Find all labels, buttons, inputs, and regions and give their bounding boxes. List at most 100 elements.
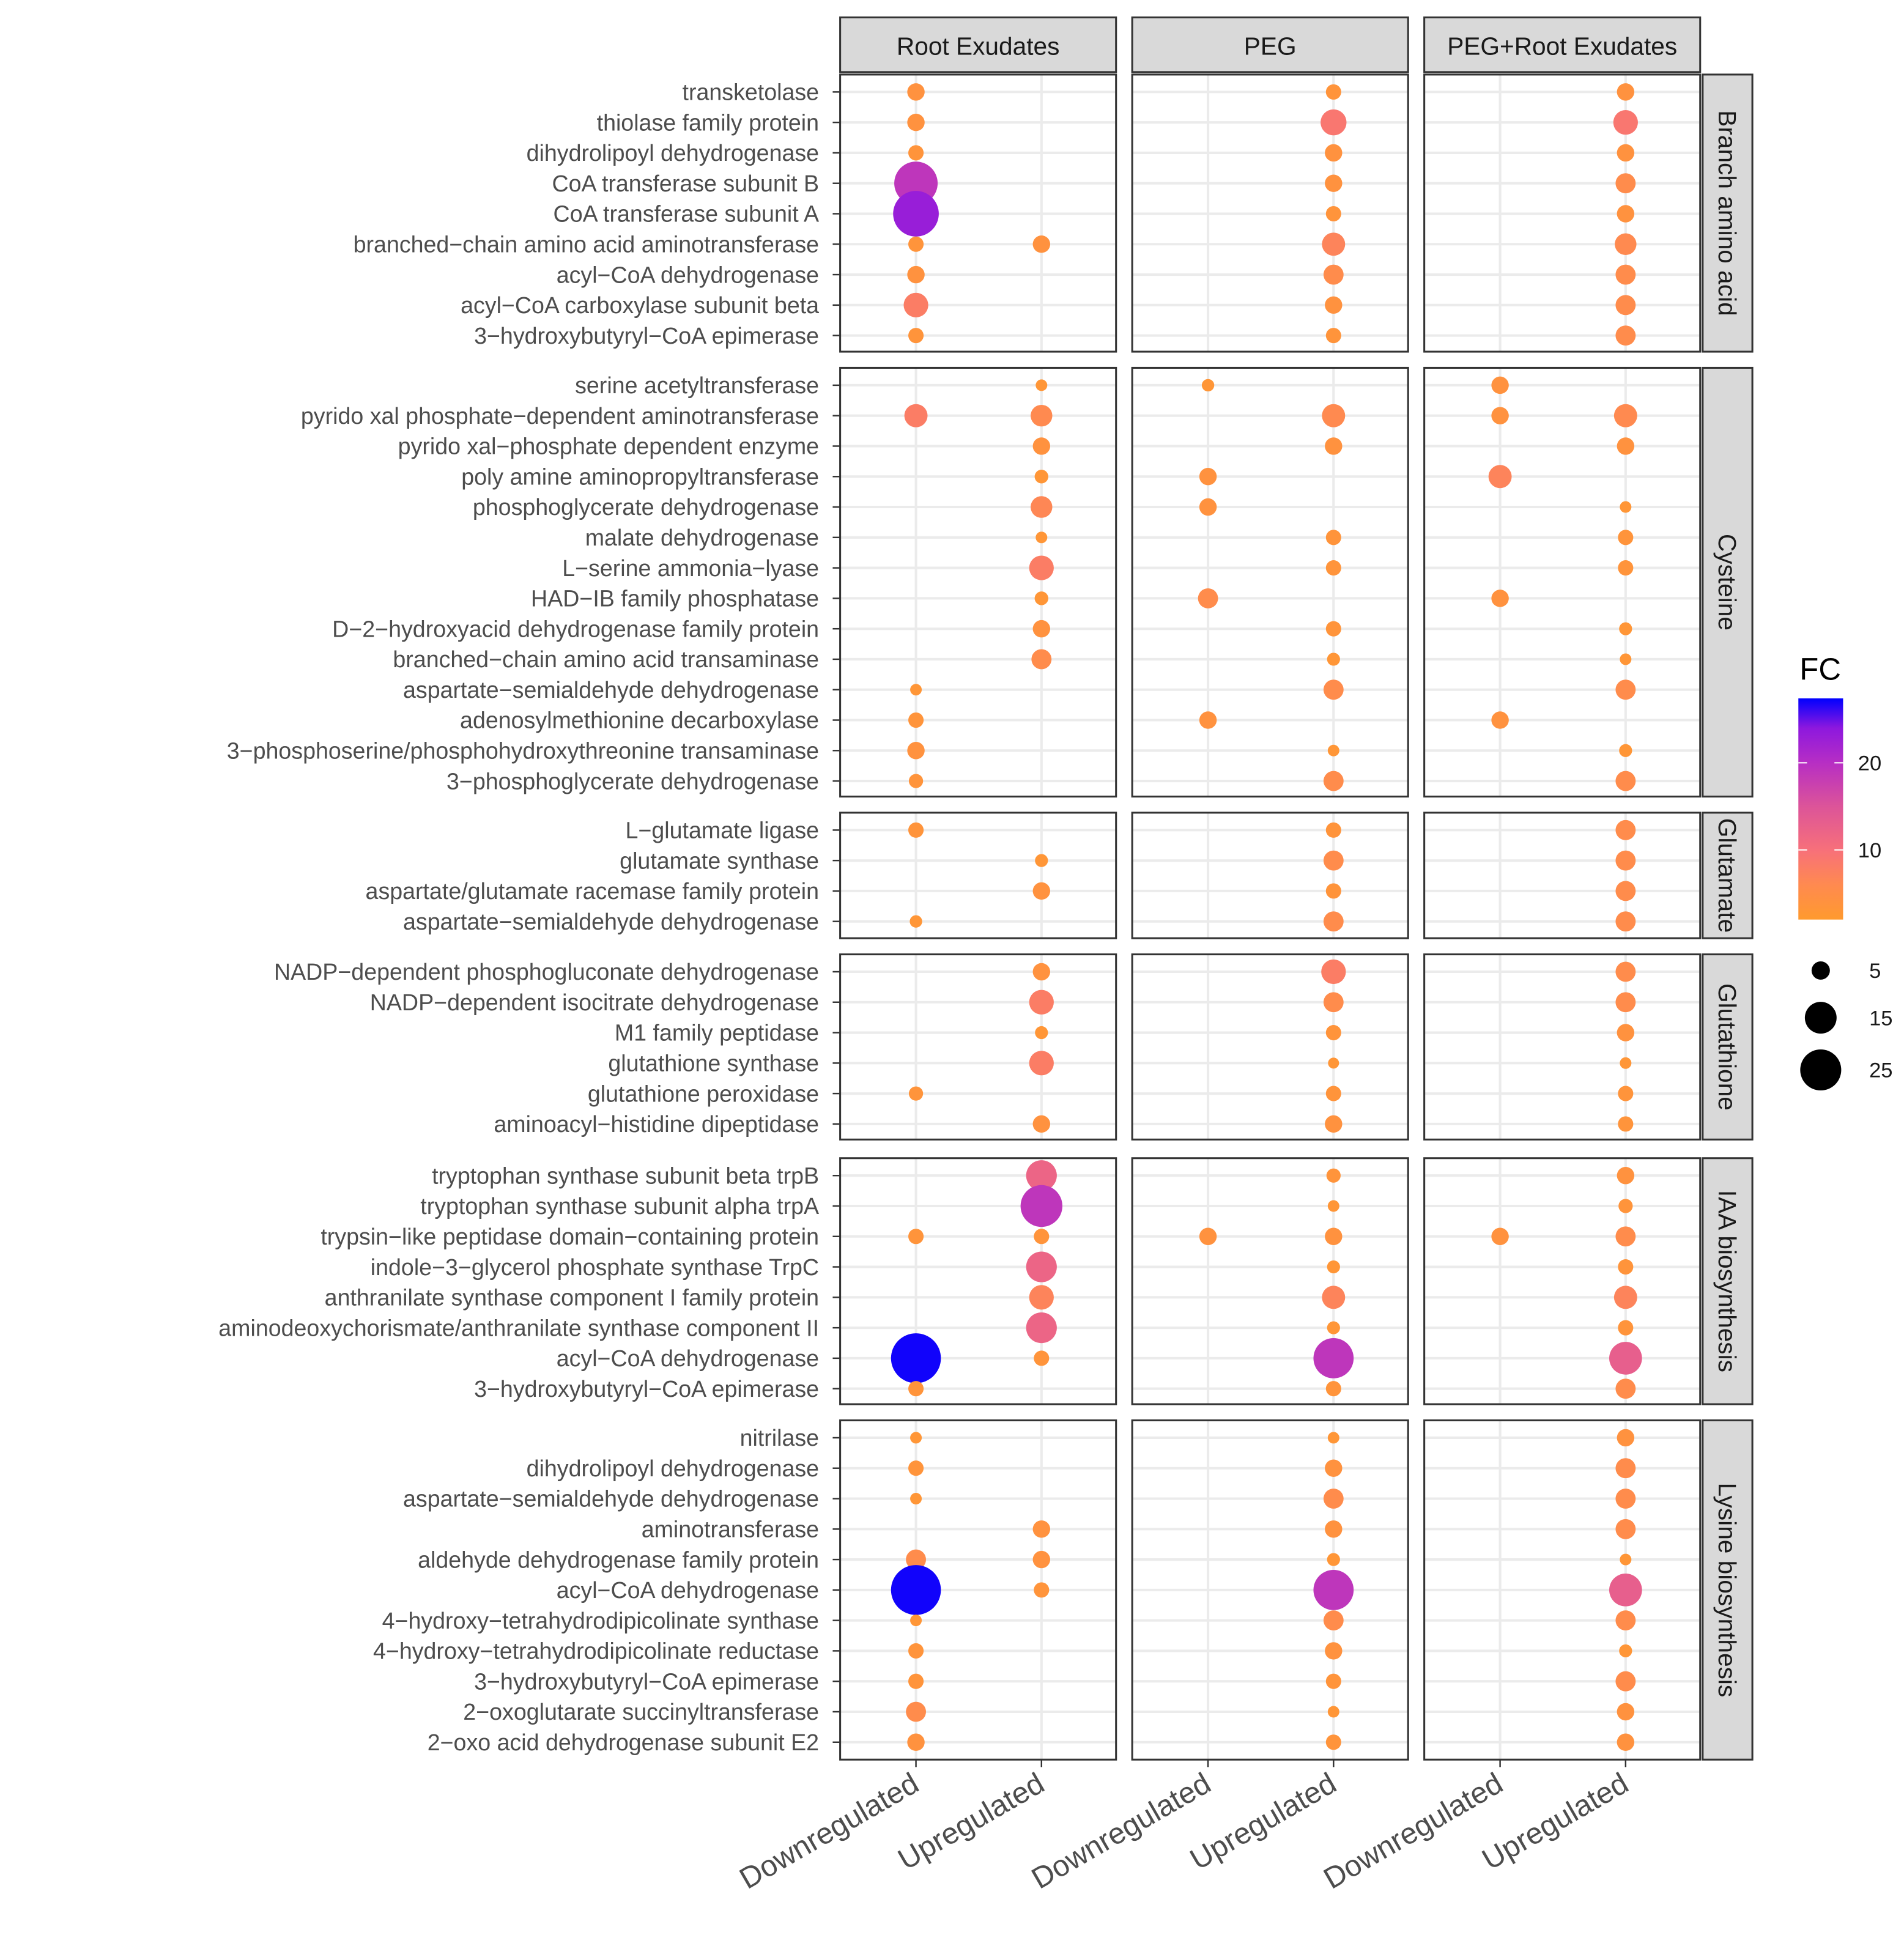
panel-border bbox=[1423, 1157, 1702, 1405]
y-tick-label: acyl−CoA dehydrogenase bbox=[557, 262, 819, 287]
dot-upregulated bbox=[1035, 531, 1048, 544]
dot-upregulated bbox=[1034, 1350, 1050, 1366]
y-tick-label: aspartate−semialdehyde dehydrogenase bbox=[403, 677, 819, 703]
facet-strip-row bbox=[1702, 1419, 1754, 1761]
dot-upregulated bbox=[1620, 653, 1632, 665]
panel-border bbox=[1423, 73, 1702, 353]
panel-background bbox=[840, 954, 1116, 1140]
dot-upregulated bbox=[1026, 1251, 1057, 1282]
panel-border bbox=[1131, 1157, 1409, 1405]
dot-downregulated bbox=[1491, 711, 1509, 729]
dot-downregulated bbox=[908, 145, 924, 161]
size-legend-dot bbox=[1811, 961, 1830, 980]
y-tick-label: nitrilase bbox=[740, 1425, 820, 1451]
dot-downregulated bbox=[908, 1643, 924, 1659]
dot-downregulated bbox=[908, 1673, 924, 1689]
panel-border bbox=[1131, 812, 1409, 939]
facet-strip-row bbox=[1702, 73, 1754, 353]
dot-upregulated bbox=[1031, 649, 1052, 670]
dot-upregulated bbox=[1619, 744, 1632, 757]
dot-upregulated bbox=[1322, 1286, 1346, 1309]
dot-upregulated bbox=[1327, 1706, 1339, 1718]
dot-downregulated bbox=[907, 265, 925, 284]
facet-row-label: Glutamate bbox=[1713, 818, 1741, 933]
y-tick-label: 3−hydroxybutyryl−CoA epimerase bbox=[474, 323, 819, 349]
dot-upregulated bbox=[1325, 1227, 1343, 1245]
dot-downregulated bbox=[1201, 379, 1215, 392]
panel-border bbox=[839, 953, 1117, 1141]
y-tick-label: 3−hydroxybutyryl−CoA epimerase bbox=[474, 1376, 819, 1402]
dot-downregulated bbox=[907, 1733, 925, 1751]
size-legend-label: 25 bbox=[1869, 1059, 1892, 1082]
dot-downregulated bbox=[906, 1549, 926, 1570]
dot-upregulated bbox=[1029, 990, 1054, 1015]
dot-upregulated bbox=[1617, 83, 1635, 101]
y-tick-label: CoA transferase subunit A bbox=[554, 201, 820, 227]
dot-upregulated bbox=[1322, 232, 1346, 256]
dot-downregulated bbox=[908, 328, 924, 344]
dot-upregulated bbox=[1325, 84, 1341, 100]
dot-downregulated bbox=[908, 712, 924, 728]
dot-upregulated bbox=[1313, 1569, 1354, 1610]
dot-layer bbox=[891, 83, 1642, 1751]
dot-upregulated bbox=[1325, 530, 1341, 546]
dot-upregulated bbox=[1619, 1644, 1632, 1658]
dot-upregulated bbox=[1026, 1160, 1057, 1191]
dot-downregulated bbox=[910, 684, 922, 696]
size-legend-label: 5 bbox=[1869, 960, 1881, 983]
dot-upregulated bbox=[1327, 653, 1340, 666]
dot-upregulated bbox=[1609, 1574, 1642, 1607]
dot-upregulated bbox=[1615, 325, 1636, 346]
facet-strip-row bbox=[1702, 366, 1754, 797]
y-tick-label: NADP−dependent isocitrate dehydrogenase bbox=[370, 990, 819, 1015]
dot-upregulated bbox=[1615, 992, 1636, 1013]
dot-upregulated bbox=[1325, 174, 1343, 192]
dot-upregulated bbox=[1035, 1026, 1048, 1040]
panel-background bbox=[840, 368, 1116, 797]
y-tick-label: adenosylmethionine decarboxylase bbox=[460, 708, 819, 733]
panel-border bbox=[1131, 953, 1409, 1141]
dot-downregulated bbox=[910, 1432, 922, 1444]
y-tick-label: aspartate/glutamate racemase family prot… bbox=[366, 878, 820, 904]
dot-upregulated bbox=[1034, 470, 1049, 484]
y-tick-label: 3−phosphoglycerate dehydrogenase bbox=[446, 768, 819, 794]
panel-layer: Root Exudates PEG PEG+Root Exudates Branch … bbox=[839, 16, 1754, 1761]
panel-border bbox=[839, 366, 1117, 797]
facet-strip-column bbox=[1423, 16, 1702, 73]
dot-upregulated bbox=[1620, 1057, 1632, 1069]
dot-downregulated bbox=[908, 1086, 924, 1101]
facet-strip-column bbox=[1131, 16, 1409, 73]
y-tick-label: aldehyde dehydrogenase family protein bbox=[418, 1547, 819, 1572]
dot-upregulated bbox=[1615, 1458, 1636, 1479]
size-legend-dot bbox=[1804, 1002, 1837, 1034]
dot-upregulated bbox=[1615, 881, 1636, 901]
y-tick-label: 2−oxoglutarate succinyltransferase bbox=[463, 1699, 819, 1725]
y-tick-label: thiolase family protein bbox=[597, 109, 819, 135]
dot-upregulated bbox=[1325, 1115, 1343, 1133]
y-tick-label: indole−3−glycerol phosphate synthase Trp… bbox=[371, 1254, 819, 1280]
facet-row-label: Glutathione bbox=[1713, 983, 1741, 1111]
dot-upregulated bbox=[1617, 1703, 1635, 1721]
panel-background bbox=[1424, 954, 1700, 1140]
dot-downregulated bbox=[893, 191, 939, 237]
dot-upregulated bbox=[1034, 1229, 1050, 1245]
dot-upregulated bbox=[1325, 437, 1343, 455]
y-tick-label: 2−oxo acid dehydrogenase subunit E2 bbox=[428, 1730, 819, 1755]
dot-upregulated bbox=[1321, 109, 1347, 136]
dot-downregulated bbox=[908, 1381, 924, 1397]
colorbar-label: 10 bbox=[1858, 839, 1881, 862]
panel-border bbox=[839, 812, 1117, 939]
y-tick-label: D−2−hydroxyacid dehydrogenase family pro… bbox=[332, 616, 819, 642]
y-tick-label: acyl−CoA dehydrogenase bbox=[557, 1577, 819, 1603]
dot-upregulated bbox=[1034, 591, 1049, 605]
dot-upregulated bbox=[1613, 1286, 1637, 1309]
dot-upregulated bbox=[1326, 1168, 1341, 1183]
dot-upregulated bbox=[1327, 1260, 1340, 1274]
dot-upregulated bbox=[1032, 1520, 1051, 1538]
dot-downregulated bbox=[891, 1333, 941, 1383]
dot-upregulated bbox=[1615, 1489, 1636, 1509]
dot-upregulated bbox=[1323, 911, 1344, 932]
dot-upregulated bbox=[1325, 1520, 1343, 1538]
y-tick-label: CoA transferase subunit B bbox=[552, 171, 819, 196]
y-tick-label: dihydrolipoyl dehydrogenase bbox=[527, 1456, 819, 1481]
